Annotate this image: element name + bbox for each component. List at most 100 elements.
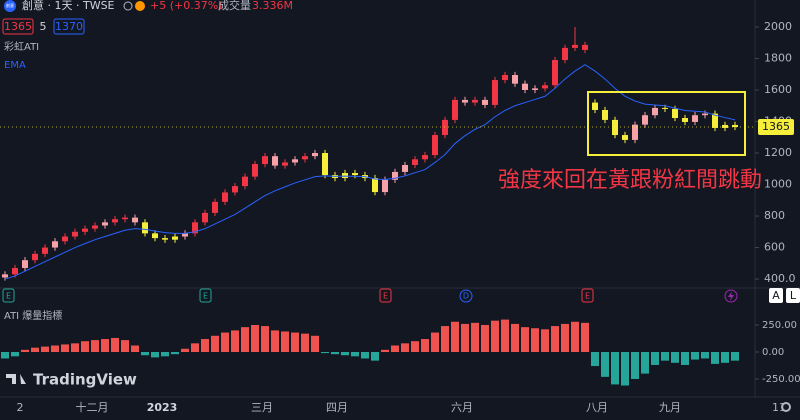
event-marker[interactable] [459,289,473,303]
ati-bar [531,328,539,352]
split-icon[interactable] [724,289,738,303]
symbol-logo[interactable] [4,0,16,12]
candle-body [62,236,68,242]
candle-body [512,75,518,84]
event-marker[interactable] [199,288,212,303]
ati-bar [301,333,309,352]
candle-body [212,201,218,213]
candle-body [652,107,658,116]
ati-bar [361,351,369,359]
candle-body [2,274,8,278]
event-marker[interactable] [379,288,392,303]
last-price-label: 1365 [762,120,790,133]
ati-bar [641,351,649,374]
event-marker[interactable] [2,288,15,303]
candle-body [322,153,328,176]
ati-bar [421,339,429,352]
ati-bar [311,335,319,352]
log-button[interactable] [786,288,800,303]
auto-button[interactable] [769,288,783,303]
ati-bar [11,351,19,357]
ati-bar [191,343,199,352]
button-label[interactable]: L [790,289,797,302]
candle-body [302,156,308,160]
ati-bar [141,351,149,356]
indicator-label[interactable]: EMA [4,60,26,71]
settings-gear[interactable] [781,402,791,412]
y-tick-label: 800 [764,209,785,222]
candle-body [532,88,538,90]
ati-bar [231,330,239,352]
ati-bar [431,332,439,352]
y-tick-label: 600 [764,241,785,254]
event-label: E [383,292,388,301]
ati-bar [461,323,469,352]
candle-body [132,217,138,223]
y-tick-label: 400.0 [764,272,796,285]
candle-body [242,176,248,187]
bid-price[interactable]: 1365 [4,20,32,33]
y-tick-label: 0.00 [762,347,784,358]
indicator-label[interactable]: 彩虹ATI [4,41,39,53]
candle-body [492,80,498,105]
ati-bar [471,322,479,352]
ati-bar [171,351,179,355]
watermark-logo [6,374,26,384]
candle-body [452,99,458,120]
candle-body [162,238,168,240]
candle-body [12,268,18,275]
ati-bar [481,324,489,352]
settings-icon[interactable] [123,1,133,11]
y-tick-label: -250.00 [762,374,800,385]
candle-body [712,113,718,128]
ati-bar [731,351,739,361]
logo-text: 創意 [6,2,14,8]
candle-body [462,99,468,103]
x-tick-label: 九月 [659,401,681,414]
candle-body [252,164,258,177]
candle-body [22,260,28,269]
ati-bar [701,351,709,359]
ati-bar [391,345,399,352]
candle-body [352,173,358,176]
ask-box[interactable] [53,18,85,35]
candle-body [142,222,148,234]
candle-body [92,225,98,229]
candle-body [722,124,728,128]
ati-bar [221,332,229,352]
ati-bar [441,326,449,352]
ati-bar [331,351,339,355]
split-icon-bolt [728,291,734,301]
candle-body [522,83,528,90]
ati-bar [241,327,249,352]
ati-bar [181,348,189,352]
quantity: 5 [40,20,47,33]
indicator-title[interactable]: ATI 爆量指標 [4,309,62,322]
dividend-icon[interactable] [135,1,145,11]
y-tick-label: 1600 [764,83,792,96]
ati-bar [321,351,329,354]
volume: 3.336M [252,0,293,12]
marks: 200018001600140012001000800600400.0250.0… [0,20,800,414]
ati-bar [341,351,349,356]
ati-bar [21,349,29,352]
x-tick-label: 三月 [251,401,273,414]
ati-bar [501,319,509,352]
candle-body [502,75,508,81]
candle-body [682,118,688,122]
ati-bar [381,349,389,352]
candle-body [662,107,668,109]
y-tick-label: 250.00 [762,320,797,331]
ati-bar [411,341,419,352]
event-marker[interactable] [581,288,594,303]
ati-bar [601,351,609,377]
candle-body [152,233,158,239]
x-tick-label: 四月 [326,401,348,414]
bid-box[interactable] [2,18,34,35]
button-label[interactable]: A [772,289,780,302]
ati-bar [121,340,129,352]
layout [0,0,800,398]
symbol-title[interactable]: 創意 · 1天 · TWSE [22,0,115,12]
ask-price[interactable]: 1370 [55,20,83,33]
ati-bar [61,344,69,352]
